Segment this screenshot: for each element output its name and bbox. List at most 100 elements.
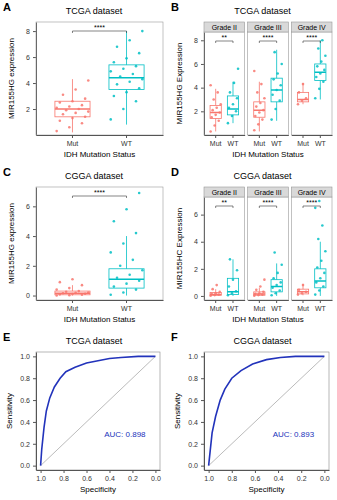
point [262,109,265,112]
y-axis-tick: 4 [26,233,36,240]
whisker [320,288,321,296]
plot-frame [204,32,245,135]
y-axis: 0246 [26,188,36,301]
x-tick-label: Mut [67,305,79,312]
facet: Grade IIIMutWT**** [248,187,289,312]
x-axis-tick: 0.6 [251,470,261,482]
point [141,269,144,272]
y-axis-tick-mark [201,111,204,112]
point [210,116,213,119]
significance-bracket [259,41,276,43]
x-axis-line [37,300,164,301]
x-tick-mark [72,135,73,138]
x-axis: MutWT [248,300,289,312]
x-axis-line [37,470,161,471]
facet: Grade IVMutWT**** [291,22,332,147]
point [81,284,84,287]
point [128,80,131,83]
x-axis-tick: 0.4 [105,470,115,482]
point [315,76,318,79]
y-axis-tick-mark [201,40,204,41]
point [81,104,84,107]
point [138,52,141,55]
x-tick: WT [228,135,240,147]
facet: Grade IIMutWT** [204,22,245,147]
facet: Grade IVMutWT**** [291,187,332,312]
x-tick-label: Mut [254,140,266,147]
point [59,119,62,122]
y-axis-tick: 0.2 [188,441,204,448]
y-axis-tick: 0 [194,293,204,300]
point [278,289,281,292]
y-axis-tick-label: 2 [194,266,198,273]
point [263,97,266,100]
box [55,101,90,117]
plot-frame [204,352,329,470]
point [59,101,62,104]
panel: ETCGA dataset0.00.20.40.60.81.01.00.80.6… [3,331,161,494]
point [218,291,221,294]
point [263,278,266,281]
marks [297,200,327,296]
y-axis-tick: 2 [194,266,204,273]
y-axis-tick: 0.8 [188,375,204,382]
point [276,72,279,75]
y-axis-tick-label: 6 [26,203,30,210]
x-tick: Mut [297,300,309,312]
x-tick: Mut [254,300,266,312]
point [318,289,321,292]
point [218,111,221,114]
x-axis-title: Specificity [80,485,116,494]
y-axis-tick: 4 [194,238,204,245]
x-tick: WT [271,135,283,147]
x-tick-mark [320,300,321,303]
y-axis: 2468 [26,23,36,136]
box [315,269,326,288]
y-axis-tick-label: 0 [194,293,198,300]
significance-label: **** [263,34,274,41]
point [84,292,87,295]
x-axis: 1.00.80.60.40.20.0 [204,470,330,482]
facet-title: Grade III [254,189,281,196]
point [119,75,122,78]
point [209,84,212,87]
point [228,285,231,288]
point [113,61,116,64]
facet-strip [204,187,245,197]
y-axis: 2468 [194,33,204,136]
box [297,289,308,294]
point [215,106,218,109]
panel: CCGGA dataset0246MIR155HG expressionIDH … [3,166,164,324]
point [122,242,125,245]
point [320,60,323,63]
point [209,130,212,133]
point [68,294,71,297]
point [87,79,90,82]
y-axis-tick-mark [33,400,36,401]
point [78,290,81,293]
y-axis-tick-mark [201,422,204,423]
y-axis-tick-label: 2 [26,263,30,270]
point [113,95,116,98]
point [301,99,304,102]
point [55,130,58,133]
facet: MutWT**** [36,22,164,147]
point [135,65,138,68]
y-axis-tick-label: 0.2 [188,441,198,448]
point [231,115,234,118]
point [109,70,112,73]
x-tick: Mut [297,135,309,147]
point [122,108,125,111]
point [275,89,278,92]
y-axis-tick-mark [33,296,36,297]
x-tick-mark [276,300,277,303]
y-axis-tick: 8 [26,28,36,35]
x-tick-mark [72,300,73,303]
y-axis-tick-label: 0.4 [188,419,198,426]
panel-label: E [3,331,10,343]
plot-area: 2468MIR155HG ExpressionIDH Mutation Stat… [175,22,333,159]
point [122,67,125,70]
panel: FCGGA dataset0.00.20.40.60.81.01.00.80.6… [171,331,330,494]
y-axis-tick-label: 0.4 [20,419,30,426]
point [212,98,215,101]
